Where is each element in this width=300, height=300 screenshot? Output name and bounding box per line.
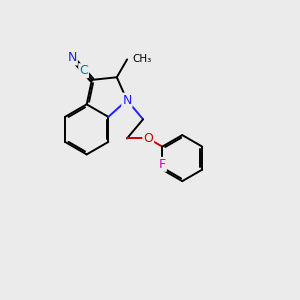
Text: CH₃: CH₃	[132, 54, 152, 64]
Text: C: C	[79, 64, 88, 77]
Text: O: O	[143, 132, 153, 145]
Text: N: N	[68, 52, 77, 64]
Text: F: F	[159, 158, 166, 171]
Text: N: N	[122, 94, 132, 106]
